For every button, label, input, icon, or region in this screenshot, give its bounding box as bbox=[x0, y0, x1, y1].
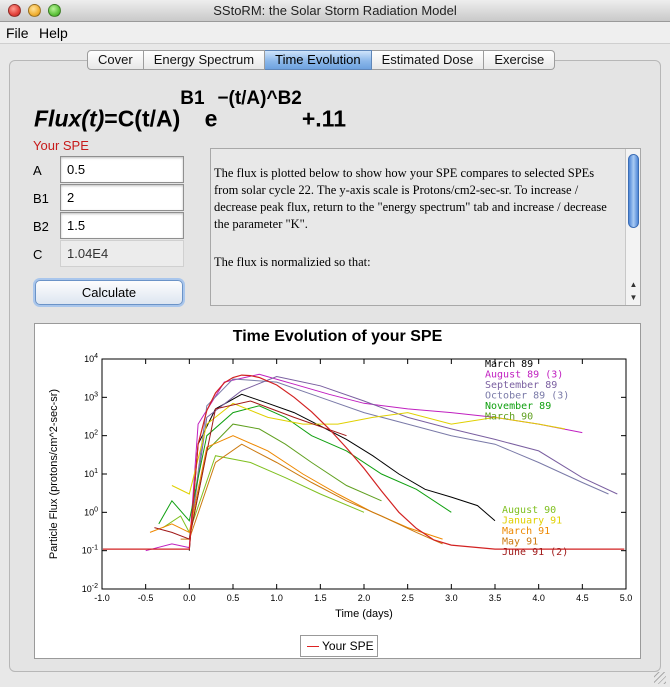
description-paragraph-1: The flux is plotted below to show how yo… bbox=[214, 166, 607, 231]
tab-energy-spectrum[interactable]: Energy Spectrum bbox=[143, 50, 266, 70]
event-label: October 89 (3) bbox=[485, 391, 569, 402]
x-tick-label: 1.0 bbox=[270, 593, 283, 603]
y-tick-label: 101 bbox=[84, 468, 98, 479]
event-label: June 91 (2) bbox=[502, 547, 568, 558]
x-tick-label: -0.5 bbox=[138, 593, 154, 603]
event-label: March 89 bbox=[485, 359, 533, 370]
event-label: January 91 bbox=[502, 516, 562, 527]
event-label: March 90 bbox=[485, 412, 533, 423]
x-tick-label: 0.0 bbox=[183, 593, 196, 603]
zoom-window-button[interactable] bbox=[48, 4, 61, 17]
event-label: September 89 bbox=[485, 380, 557, 391]
y-tick-label: 100 bbox=[84, 506, 98, 517]
reference-event-line bbox=[188, 423, 382, 540]
minimize-window-button[interactable] bbox=[28, 4, 41, 17]
scrollbar-thumb[interactable] bbox=[628, 154, 639, 228]
y-tick-label: 103 bbox=[84, 391, 98, 402]
param-a-input[interactable]: 0.5 bbox=[60, 156, 184, 183]
formula-e: e bbox=[204, 105, 218, 132]
param-a-label: A bbox=[33, 163, 42, 178]
x-tick-label: 2.0 bbox=[358, 593, 371, 603]
reference-event-line bbox=[162, 455, 365, 534]
resize-grip-icon[interactable] bbox=[654, 672, 666, 684]
your-spe-line bbox=[102, 374, 625, 550]
x-tick-label: 3.0 bbox=[445, 593, 458, 603]
calculate-button[interactable]: Calculate bbox=[35, 280, 183, 305]
y-axis-label: Particle Flux (protons/cm^2-sec-sr) bbox=[48, 389, 60, 559]
y-tick-label: 10-2 bbox=[82, 583, 98, 594]
event-label: March 91 bbox=[502, 526, 550, 537]
description-textarea[interactable]: The flux is plotted below to show how yo… bbox=[210, 148, 641, 306]
reference-event-line bbox=[171, 402, 565, 495]
reference-event-line bbox=[188, 393, 496, 551]
x-tick-label: 0.5 bbox=[227, 593, 240, 603]
y-tick-label: 10-1 bbox=[82, 545, 98, 556]
tab-bar: Cover Energy Spectrum Time Evolution Est… bbox=[87, 50, 556, 70]
param-b2-input[interactable]: 1.5 bbox=[60, 212, 184, 239]
x-tick-label: 4.0 bbox=[532, 593, 545, 603]
chart-title: Time Evolution of your SPE bbox=[232, 328, 443, 345]
close-window-button[interactable] bbox=[8, 4, 21, 17]
formula-tail: +.11 bbox=[301, 105, 346, 132]
legend-your-spe-swatch bbox=[307, 646, 319, 647]
tab-time-evolution[interactable]: Time Evolution bbox=[265, 50, 372, 70]
param-c-label: C bbox=[33, 247, 43, 262]
param-b2-label: B2 bbox=[33, 219, 49, 234]
event-label: August 90 bbox=[502, 505, 556, 516]
x-axis-label: Time (days) bbox=[335, 608, 393, 620]
reference-event-line bbox=[188, 378, 609, 540]
x-tick-label: 5.0 bbox=[620, 593, 633, 603]
formula-exp2: −(t/A)^B2 bbox=[217, 88, 302, 109]
plot-area: -1.0 -0.5 0.0 0.5 1.0 1.5 2.0 2.5 3.0 3.5 4.0 4.5 5.… bbox=[48, 353, 633, 620]
reference-event-line bbox=[158, 405, 452, 525]
formula-eq: =C(t/A) bbox=[104, 105, 181, 132]
time-evolution-chart: Time Evolution of your SPE -1.0 -0.5 0.0 0.… bbox=[34, 323, 641, 659]
x-tick-label: 3.5 bbox=[489, 593, 502, 603]
y-tick-label: 104 bbox=[84, 353, 98, 364]
window-title: SStoRM: the Solar Storm Radiation Model bbox=[213, 3, 457, 18]
menu-bar: File Help bbox=[0, 22, 670, 44]
event-label: August 89 (3) bbox=[485, 370, 563, 381]
param-c-value: 1.04E4 bbox=[60, 240, 184, 267]
reference-event-line bbox=[154, 400, 347, 540]
param-b1-label: B1 bbox=[33, 191, 49, 206]
description-paragraph-2: The flux is normalizied so that: bbox=[214, 255, 371, 269]
description-scrollbar[interactable]: ▲ ▼ bbox=[625, 149, 640, 305]
formula-lhs: Flux(t) bbox=[34, 105, 105, 132]
event-label: May 91 bbox=[502, 537, 538, 548]
scroll-down-arrow-icon[interactable]: ▼ bbox=[629, 293, 638, 302]
y-tick-label: 102 bbox=[84, 430, 98, 441]
window-titlebar: SStoRM: the Solar Storm Radiation Model bbox=[0, 0, 670, 22]
event-label: November 89 bbox=[485, 401, 551, 412]
x-tick-label: 1.5 bbox=[314, 593, 327, 603]
your-spe-heading: Your SPE bbox=[33, 138, 89, 153]
x-tick-label: 4.5 bbox=[576, 593, 589, 603]
formula-exp1: B1 bbox=[180, 88, 205, 109]
chart-legend: Your SPE bbox=[300, 635, 378, 657]
reference-event-line bbox=[180, 443, 443, 545]
param-b1-input[interactable]: 2 bbox=[60, 184, 184, 211]
reference-event-line bbox=[188, 375, 618, 540]
tab-estimated-dose[interactable]: Estimated Dose bbox=[371, 50, 485, 70]
menu-file[interactable]: File bbox=[6, 25, 29, 41]
menu-help[interactable]: Help bbox=[39, 25, 68, 41]
scroll-up-arrow-icon[interactable]: ▲ bbox=[629, 280, 638, 289]
tab-cover[interactable]: Cover bbox=[87, 50, 144, 70]
x-tick-label: -1.0 bbox=[94, 593, 110, 603]
x-tick-label: 2.5 bbox=[401, 593, 414, 603]
tab-exercise[interactable]: Exercise bbox=[484, 50, 556, 70]
legend-your-spe-label: Your SPE bbox=[322, 639, 374, 653]
